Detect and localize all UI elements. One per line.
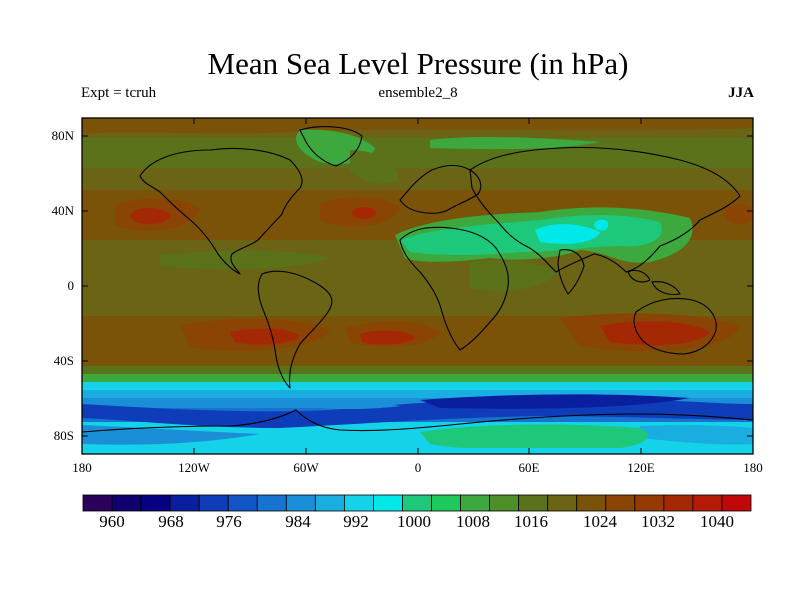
colorbar-swatch	[402, 494, 432, 512]
colorbar-swatch	[692, 494, 723, 512]
lon-label-60e: 60E	[518, 460, 540, 475]
colorbar-label: 1008	[456, 512, 490, 531]
pressure-field	[82, 118, 753, 454]
colorbar-swatch	[721, 494, 752, 512]
colorbar-swatch	[576, 494, 607, 512]
lon-label-0: 0	[414, 460, 422, 475]
colorbar-swatch	[82, 494, 113, 512]
colorbar-swatch	[605, 494, 636, 512]
colorbar-swatch	[111, 494, 142, 512]
colorbar-label: 1040	[700, 512, 734, 531]
colorbar-swatch	[227, 494, 258, 512]
colorbar-label: 1016	[514, 512, 548, 531]
season-label: JJA	[728, 85, 754, 101]
lon-label-180e: 180	[743, 460, 763, 475]
colorbar	[82, 494, 752, 512]
colorbar-swatch	[431, 494, 461, 512]
lon-label-180w: 180	[72, 460, 92, 475]
colorbar-label: 1032	[641, 512, 675, 531]
lon-label-120e: 120E	[627, 460, 655, 475]
lat-label-40n: 40N	[51, 203, 74, 218]
colorbar-label: 960	[99, 512, 125, 531]
coastlines	[82, 126, 753, 433]
colorbar-swatch	[140, 494, 171, 512]
colorbar-label: 1000	[397, 512, 431, 531]
colorbar-label: 984	[285, 512, 311, 531]
lon-label-60w: 60W	[293, 460, 319, 475]
chart-title: Mean Sea Level Pressure (in hPa)	[207, 46, 629, 81]
colorbar-swatch	[256, 494, 287, 512]
colorbar-swatch	[489, 494, 520, 512]
lat-label-0: 0	[67, 278, 75, 293]
colorbar-label: 968	[158, 512, 184, 531]
colorbar-label: 992	[343, 512, 369, 531]
colorbar-label: 976	[216, 512, 242, 531]
lat-label-40s: 40S	[53, 353, 74, 368]
lon-label-120w: 120W	[178, 460, 210, 475]
colorbar-swatch	[373, 494, 403, 512]
colorbar-swatch	[460, 494, 491, 512]
colorbar-swatch	[343, 494, 374, 512]
colorbar-swatch	[663, 494, 694, 512]
colorbar-swatch	[198, 494, 229, 512]
colorbar-swatch	[285, 494, 316, 512]
colorbar-swatch	[634, 494, 665, 512]
colorbar-swatch	[518, 494, 549, 512]
colorbar-swatch	[314, 494, 345, 512]
lat-label-80n: 80N	[51, 128, 74, 143]
colorbar-swatch	[169, 494, 200, 512]
experiment-label: Expt = tcruh	[81, 85, 157, 101]
lat-label-80s: 80S	[53, 428, 74, 443]
colorbar-swatch	[547, 494, 578, 512]
ensemble-label: ensemble2_8	[378, 85, 458, 101]
colorbar-label: 1024	[583, 512, 617, 531]
